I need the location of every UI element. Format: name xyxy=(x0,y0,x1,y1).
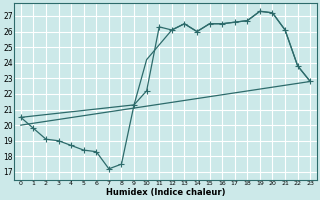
X-axis label: Humidex (Indice chaleur): Humidex (Indice chaleur) xyxy=(106,188,225,197)
